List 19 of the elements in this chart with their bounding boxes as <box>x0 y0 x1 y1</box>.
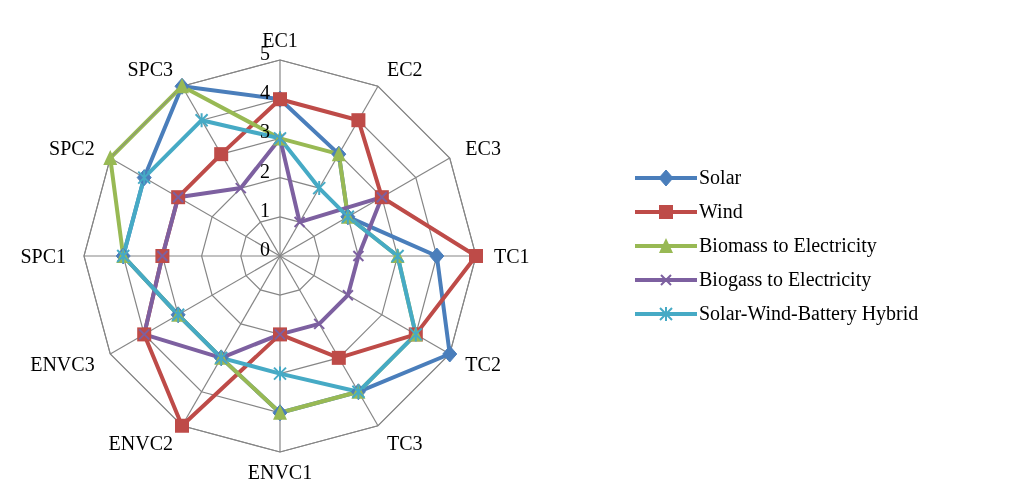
spoke-label: ENVC2 <box>108 432 173 455</box>
spoke-label: SPC3 <box>127 57 173 80</box>
spoke-label: SPC2 <box>49 137 95 159</box>
spoke-label: TC3 <box>387 432 423 455</box>
spoke-label: SPC1 <box>20 245 66 267</box>
legend-label: Biomass to Electricity <box>699 234 877 257</box>
y-tick-label: 0 <box>260 238 270 260</box>
spoke-label: EC3 <box>465 137 501 159</box>
spoke-label: TC1 <box>494 245 530 267</box>
legend-label: Biogass to Electricity <box>699 268 872 291</box>
legend-label: Solar-Wind-Battery Hybrid <box>699 302 919 325</box>
spoke-label: ENVC3 <box>30 353 95 375</box>
spoke-label: ENVC1 <box>247 461 313 483</box>
spoke-label: EC2 <box>387 57 423 80</box>
y-tick-label: 2 <box>260 159 270 182</box>
legend-label: Solar <box>699 166 742 189</box>
y-tick-label: 1 <box>260 198 270 221</box>
spoke-label: TC2 <box>465 353 501 375</box>
legend-label: Wind <box>699 200 743 223</box>
